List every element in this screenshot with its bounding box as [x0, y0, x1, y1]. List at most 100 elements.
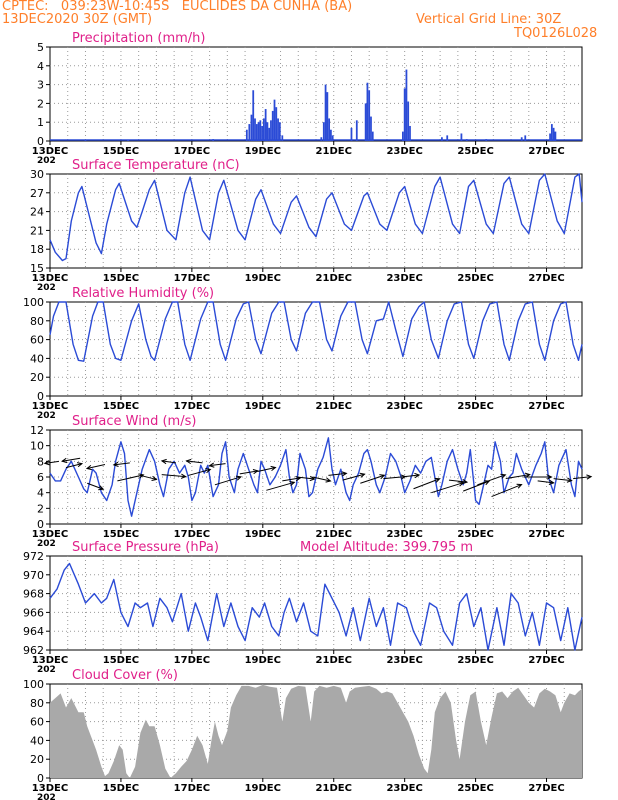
- x-tick-label: 23DEC: [386, 783, 422, 794]
- wind-arrow-head: [500, 473, 507, 479]
- wind-arrow: [401, 474, 420, 478]
- precip-bar: [407, 101, 410, 141]
- x-tick-label: 13DEC: [32, 655, 68, 666]
- x-tick-label: 25DEC: [457, 273, 493, 284]
- y-tick-label: 40: [30, 734, 44, 747]
- x-tick-label: 17DEC: [174, 401, 210, 412]
- wind-arrow: [342, 473, 365, 481]
- x-tick-label: 19DEC: [245, 783, 281, 794]
- wind-arrow-head: [586, 474, 593, 480]
- precip-bar: [520, 137, 523, 141]
- panel-title: Surface Temperature (nC): [72, 158, 240, 173]
- x-tick-label: 27DEC: [528, 655, 564, 666]
- x-tick-label: 21DEC: [316, 273, 352, 284]
- x-tick-label: 27DEC: [528, 401, 564, 412]
- wind-arrow: [448, 479, 468, 483]
- x-tick-label: 21DEC: [316, 655, 352, 666]
- precip-bar: [320, 137, 323, 141]
- x-tick-label: 25DEC: [457, 655, 493, 666]
- x-tick-label: 17DEC: [174, 529, 210, 540]
- wind-arrow: [87, 482, 104, 490]
- wind-arrow: [140, 474, 157, 480]
- y-tick-label: 80: [30, 697, 44, 710]
- precip-bar: [259, 120, 262, 141]
- x-tick-label: 15DEC: [103, 401, 139, 412]
- precip-bar: [268, 127, 271, 141]
- y-tick-label: 15: [30, 262, 44, 275]
- x-tick-label: 13DEC: [32, 783, 68, 794]
- precip-bar: [371, 131, 374, 141]
- y-tick-label: 18: [30, 243, 44, 256]
- precip-bar: [245, 129, 248, 141]
- panel-wind: 0 2 4 6 8 10 12 13DEC 15DEC 17DEC 19DEC 21DEC 23DEC 2…: [30, 414, 593, 549]
- y-tick-label: 5: [37, 41, 44, 54]
- x-tick-label: 19DEC: [245, 529, 281, 540]
- precip-bar: [250, 114, 253, 141]
- y-tick-label: 20: [30, 371, 44, 384]
- wind-arrow: [209, 463, 226, 467]
- y-tick-label: 100: [23, 296, 44, 309]
- wind-arrow-head: [524, 472, 531, 478]
- precip-bar: [370, 116, 372, 141]
- plot-frame: [49, 173, 583, 269]
- rh-series-line: [49, 301, 583, 362]
- x-year-label: 202: [37, 793, 56, 800]
- wind-arrow: [161, 460, 176, 464]
- precip-bar: [554, 131, 557, 141]
- y-tick-label: 2: [37, 502, 44, 515]
- wind-arrow: [257, 467, 276, 473]
- x-tick-label: 17DEC: [174, 273, 210, 284]
- precip-bar: [266, 122, 269, 141]
- precip-bar: [257, 122, 260, 141]
- cloud-area: [50, 684, 582, 778]
- wind-arrow-head: [151, 475, 158, 481]
- x-tick-label: 21DEC: [316, 783, 352, 794]
- x-tick-label: 23DEC: [386, 655, 422, 666]
- x-tick-label: 19DEC: [245, 273, 281, 284]
- wind-arrow-head: [85, 464, 92, 471]
- y-tick-label: 100: [23, 678, 44, 691]
- y-tick-label: 0: [37, 390, 44, 403]
- y-tick-label: 972: [23, 550, 44, 563]
- y-tick-label: 20: [30, 753, 44, 766]
- x-year-label: 202: [37, 665, 56, 675]
- x-year-label: 202: [37, 539, 56, 549]
- precip-bar: [275, 107, 278, 141]
- wind-arrow-head: [205, 468, 212, 474]
- wind-arrow: [65, 463, 83, 469]
- x-tick-label: 15DEC: [103, 273, 139, 284]
- panel-title: Cloud Cover (%): [72, 668, 178, 683]
- precip-bar: [524, 135, 527, 141]
- x-tick-label: 25DEC: [457, 783, 493, 794]
- wind-arrow: [266, 481, 295, 491]
- precip-bar: [255, 124, 258, 141]
- panel-title: Precipitation (mm/h): [72, 31, 205, 46]
- precip-bar: [322, 122, 325, 141]
- y-tick-label: 27: [30, 187, 44, 200]
- panel-rh: 0 20 40 60 80 100 13DEC 15DEC 17DEC 19DEC 21DEC 23D…: [23, 286, 583, 421]
- wind-arrow-head: [309, 475, 316, 482]
- precip-bar: [324, 84, 327, 141]
- x-tick-label: 23DEC: [386, 401, 422, 412]
- y-tick-label: 6: [37, 471, 44, 484]
- wind-arrow: [282, 477, 301, 482]
- precip-bar: [326, 92, 329, 141]
- header-grid-note: Vertical Grid Line: 30Z: [416, 12, 562, 27]
- wind-arrow: [477, 474, 506, 486]
- wind-arrow-head: [235, 475, 243, 481]
- x-tick-label: 15DEC: [103, 529, 139, 540]
- y-tick-label: 970: [23, 569, 44, 582]
- wind-arrow-head: [434, 477, 441, 483]
- x-tick-label: 23DEC: [386, 146, 422, 157]
- wind-arrow-head: [252, 468, 259, 475]
- precip-bar: [328, 118, 331, 141]
- x-tick-label: 21DEC: [316, 401, 352, 412]
- wind-arrow: [413, 478, 440, 490]
- precip-bar: [270, 120, 272, 141]
- wind-arrow: [214, 476, 242, 486]
- wind-arrow: [328, 472, 347, 476]
- panel-cloud: 0 20 40 60 80 100 13DEC 15DEC 17DEC 19DEC 21DEC 23D…: [23, 668, 583, 800]
- precip-bar: [405, 69, 408, 141]
- wind-arrow-head: [325, 477, 332, 483]
- precip-bar: [254, 118, 256, 141]
